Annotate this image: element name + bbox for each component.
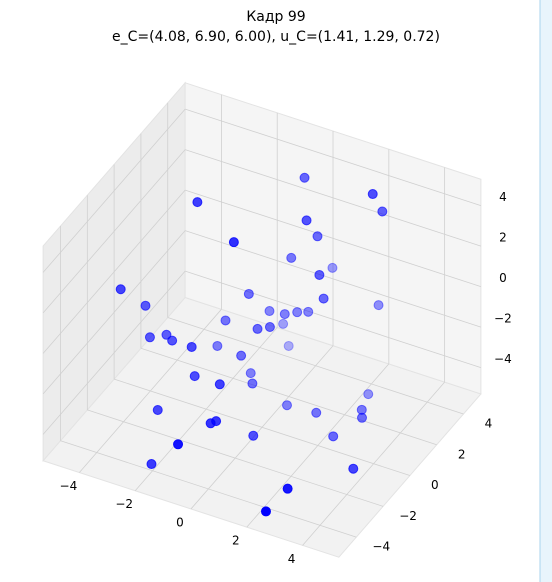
- point: [236, 350, 247, 361]
- x-tick-label: −4: [60, 479, 78, 493]
- point: [328, 431, 339, 442]
- chart-title: Кадр 99: [246, 9, 305, 25]
- point: [248, 430, 259, 441]
- grid-line: [185, 189, 482, 287]
- y-tick-label: 2: [458, 447, 466, 461]
- point: [205, 418, 216, 429]
- grid-line: [42, 108, 186, 273]
- point: [173, 439, 184, 450]
- point: [260, 506, 271, 517]
- grid-line: [185, 270, 482, 368]
- point: [314, 269, 325, 280]
- point: [192, 197, 203, 208]
- point: [243, 288, 254, 299]
- z-tick-label: 2: [499, 231, 507, 245]
- point: [348, 463, 359, 474]
- grid-line: [140, 347, 437, 446]
- point: [303, 306, 314, 317]
- point: [228, 237, 239, 248]
- point: [373, 300, 384, 311]
- point: [140, 300, 151, 311]
- point: [279, 309, 290, 320]
- point: [167, 335, 178, 346]
- point: [363, 389, 374, 400]
- point: [282, 483, 293, 494]
- y-tick-label: −4: [372, 540, 390, 554]
- point: [282, 400, 292, 411]
- point: [283, 340, 294, 351]
- point: [278, 318, 289, 329]
- grid-line: [42, 149, 186, 314]
- point: [146, 459, 157, 470]
- point: [357, 412, 367, 423]
- point: [264, 322, 275, 333]
- grid-line: [167, 317, 464, 415]
- y-tick-label: 4: [485, 416, 493, 430]
- grid-line: [114, 378, 410, 476]
- grid-line: [42, 270, 186, 435]
- x-tick-label: 4: [288, 552, 296, 566]
- point: [247, 378, 258, 389]
- grid-line: [42, 230, 186, 395]
- point: [189, 371, 200, 382]
- chart-subtitle: e_C=(4.08, 6.90, 6.00), u_C=(1.41, 1.29,…: [112, 29, 440, 45]
- point: [186, 341, 197, 352]
- z-tick-label: −2: [494, 312, 512, 326]
- point: [312, 231, 323, 242]
- point: [152, 405, 163, 416]
- point: [367, 189, 378, 200]
- point: [318, 293, 329, 304]
- point: [115, 284, 126, 295]
- grid-line: [42, 189, 186, 354]
- point: [327, 262, 338, 273]
- point: [144, 332, 155, 343]
- x-tick-label: 2: [232, 534, 240, 548]
- y-tick-label: −2: [399, 509, 417, 523]
- point: [220, 315, 231, 326]
- grid-line: [87, 409, 384, 507]
- x-tick-label: −2: [115, 497, 133, 511]
- grid-line: [60, 440, 357, 538]
- point: [264, 306, 275, 317]
- point: [212, 340, 223, 351]
- point: [252, 323, 263, 334]
- point: [214, 379, 225, 390]
- side-panel: [540, 0, 552, 582]
- y-tick-label: 0: [431, 478, 439, 492]
- point: [311, 407, 322, 418]
- point: [301, 215, 312, 226]
- grid-line: [185, 149, 482, 247]
- point: [377, 206, 388, 217]
- grid-line: [185, 108, 482, 206]
- point: [286, 252, 297, 263]
- z-tick-label: 4: [499, 190, 507, 204]
- z-tick-label: 0: [499, 271, 507, 285]
- z-tick-label: −4: [494, 352, 512, 366]
- point: [292, 307, 303, 318]
- point: [245, 368, 256, 379]
- x-tick-label: 0: [176, 515, 184, 529]
- point: [299, 172, 310, 183]
